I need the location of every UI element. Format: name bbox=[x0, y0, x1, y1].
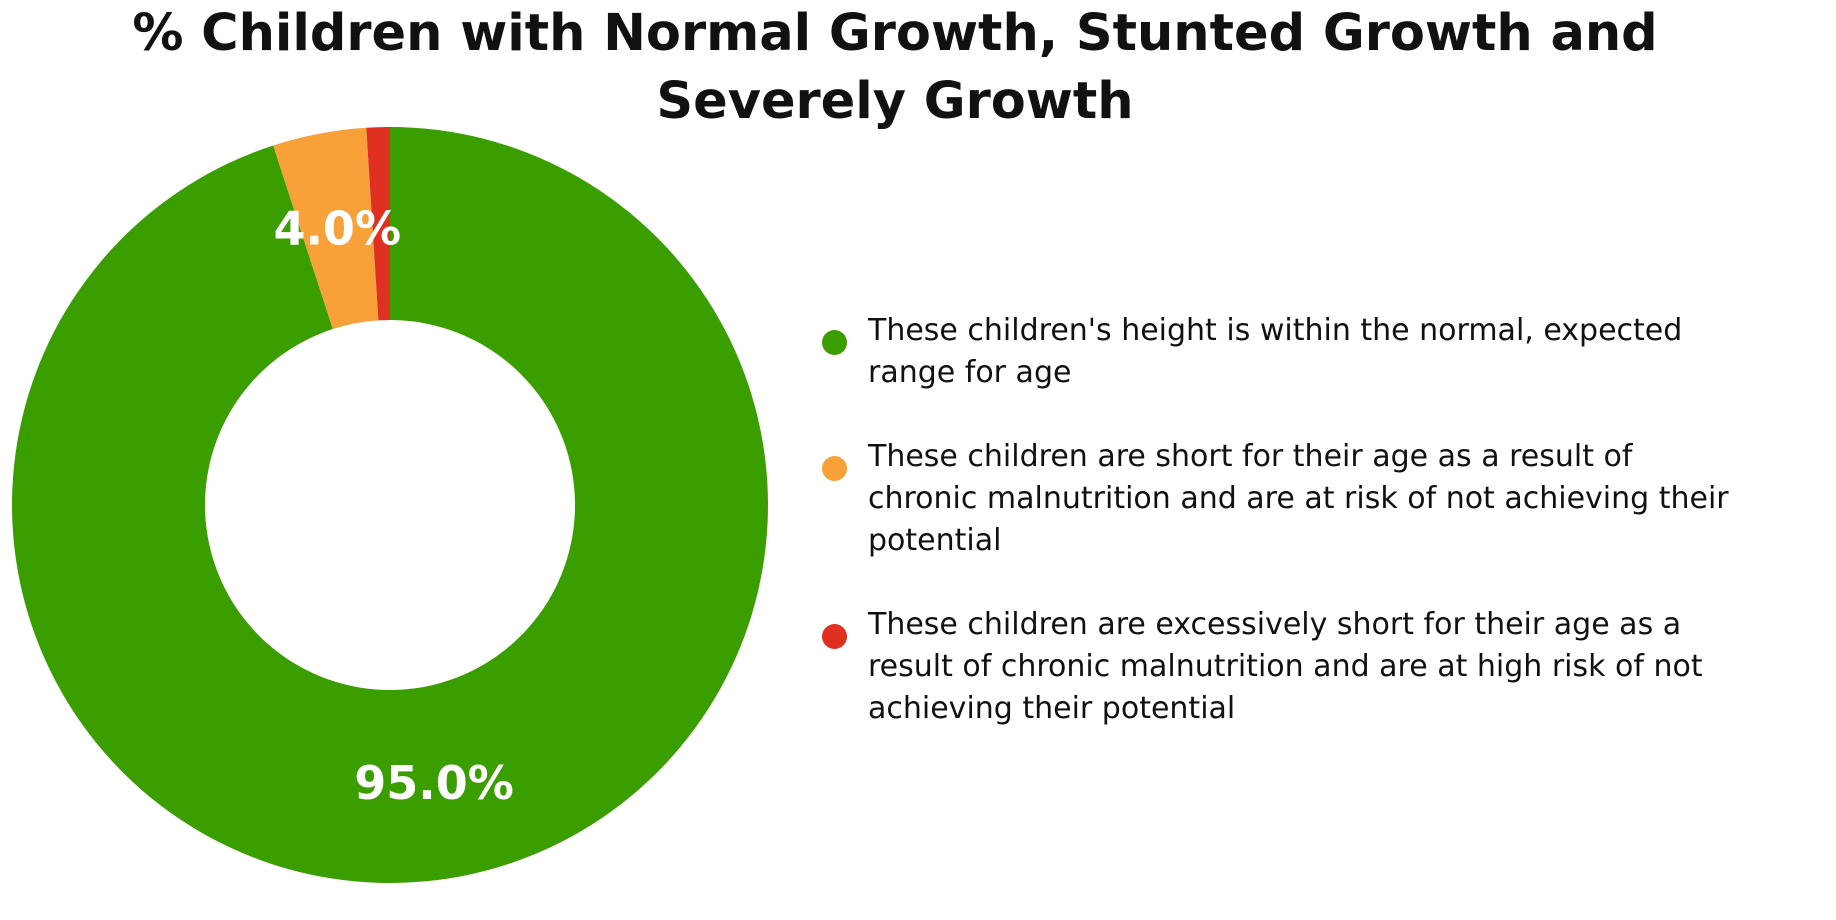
legend-label-severely-stunted: These children are excessively short for… bbox=[868, 607, 1703, 726]
chart-title-line-1: % Children with Normal Growth, Stunted G… bbox=[132, 4, 1658, 63]
legend-marker-normal bbox=[822, 330, 847, 355]
chart-title-line-2: Severely Growth bbox=[656, 72, 1134, 131]
legend-item-normal: These children's height is within the no… bbox=[810, 310, 1748, 394]
slice-stunted bbox=[273, 127, 379, 330]
slice-severely-stunted bbox=[366, 127, 390, 321]
data-label-stunted: 4.0% bbox=[273, 201, 401, 255]
chart-title: % Children with Normal Growth, Stunted G… bbox=[0, 0, 1790, 136]
legend-marker-stunted bbox=[822, 456, 847, 481]
donut-chart: 95.0% 4.0% bbox=[11, 127, 769, 883]
legend-label-normal: These children's height is within the no… bbox=[868, 313, 1683, 390]
legend-item-stunted: These children are short for their age a… bbox=[810, 436, 1748, 562]
chart-legend: These children's height is within the no… bbox=[810, 310, 1820, 730]
legend-label-stunted: These children are short for their age a… bbox=[868, 439, 1729, 558]
slice-normal bbox=[11, 127, 769, 883]
data-label-normal: 95.0% bbox=[354, 756, 514, 810]
legend-item-severely-stunted: These children are excessively short for… bbox=[810, 604, 1748, 730]
legend-marker-severely-stunted bbox=[822, 624, 847, 649]
